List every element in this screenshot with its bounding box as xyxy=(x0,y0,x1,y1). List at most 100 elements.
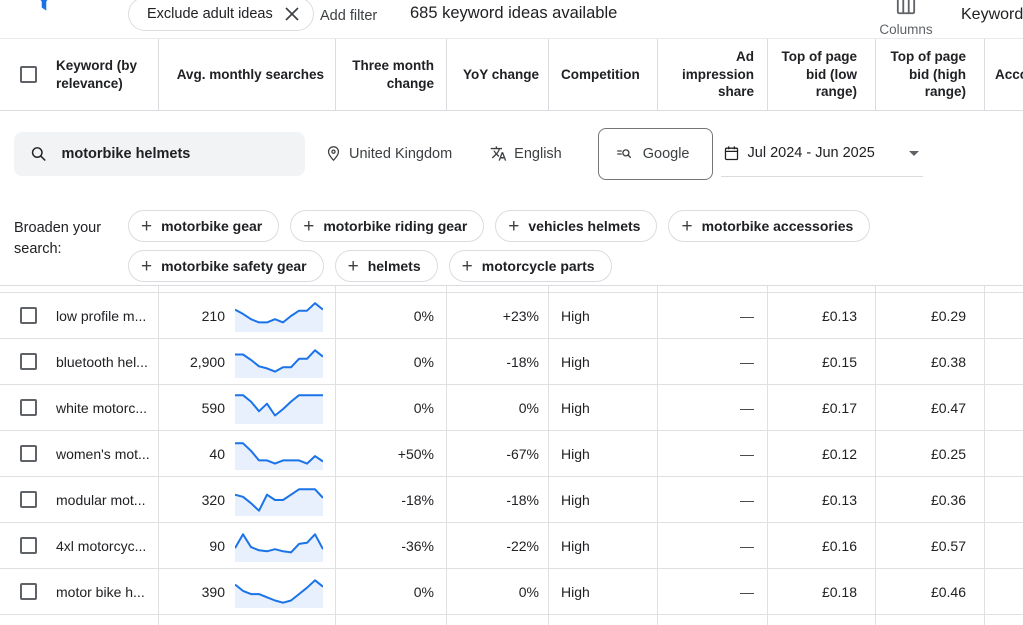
row-checkbox[interactable] xyxy=(20,445,37,462)
three-month-change-value: 0% xyxy=(413,399,434,416)
row-checkbox[interactable] xyxy=(20,583,37,600)
select-all-checkbox[interactable] xyxy=(20,66,37,83)
search-trend-sparkline xyxy=(235,392,323,424)
broaden-keyword-chip[interactable]: + helmets xyxy=(334,250,438,282)
columns-label: Columns xyxy=(879,22,933,37)
row-checkbox[interactable] xyxy=(20,353,37,370)
column-header-label: Top of page bid (high range) xyxy=(890,49,967,100)
keyword-view-label[interactable]: Keyword xyxy=(961,6,1023,23)
broaden-keyword-chip[interactable]: + motorbike gear xyxy=(128,210,280,242)
keyword-cell: low profile m... xyxy=(0,293,159,338)
top-bid-low-cell: £0.17 xyxy=(768,385,876,430)
ad-impression-share-cell: — xyxy=(658,477,768,522)
avg-monthly-searches-value: 390 xyxy=(201,583,225,600)
top-bid-high-cell: £0.29 xyxy=(876,293,985,338)
broaden-keyword-chip[interactable]: + motorbike accessories xyxy=(668,210,871,242)
table-row: low profile m... 210 0% +23% High — £0.13 £0.29 xyxy=(0,293,1023,339)
translate-icon xyxy=(490,146,507,161)
network-value: Google xyxy=(642,145,690,162)
filter-funnel-icon[interactable] xyxy=(28,0,60,23)
chip-label: helmets xyxy=(367,258,421,274)
ad-impression-share-value: — xyxy=(740,353,754,370)
keyword-cell: motor bike h... xyxy=(0,569,159,614)
column-header[interactable]: Top of page bid (high range) xyxy=(876,39,985,110)
columns-button[interactable]: Columns xyxy=(876,0,936,37)
yoy-change-value: 0% xyxy=(518,583,539,600)
broaden-keyword-chip[interactable]: + motorbike safety gear xyxy=(128,250,324,282)
row-checkbox[interactable] xyxy=(20,537,37,554)
broaden-keyword-chip[interactable]: + vehicles helmets xyxy=(495,210,658,242)
search-input[interactable] xyxy=(59,144,293,163)
keyword-search-box[interactable] xyxy=(14,131,305,176)
keyword-text: women's mot... xyxy=(56,445,150,462)
top-bid-high-value: £0.36 xyxy=(930,491,966,508)
row-checkbox[interactable] xyxy=(20,399,37,416)
three-month-change-value: 0% xyxy=(413,353,434,370)
top-bid-low-value: £0.15 xyxy=(821,353,857,370)
broaden-keyword-chip[interactable]: + motorcycle parts xyxy=(448,250,612,282)
plus-icon: + xyxy=(303,215,315,237)
account-status-cell xyxy=(985,523,1023,568)
chip-label: motorbike accessories xyxy=(701,218,854,234)
top-bid-low-value: £0.12 xyxy=(821,445,857,462)
keyword-text: 4xl motorcyc... xyxy=(56,537,147,554)
partial-cell xyxy=(549,615,658,625)
competition-value: High xyxy=(561,399,590,416)
column-header[interactable]: Three month change xyxy=(336,39,447,110)
language-value: English xyxy=(514,145,562,162)
three-month-change-cell: 0% xyxy=(336,385,447,430)
row-checkbox[interactable] xyxy=(20,307,37,324)
ad-impression-share-cell: — xyxy=(658,569,768,614)
ad-impression-share-value: — xyxy=(740,537,754,554)
exclude-adult-ideas-chip[interactable]: Exclude adult ideas xyxy=(128,0,314,31)
close-icon[interactable] xyxy=(285,7,299,21)
table-row: bluetooth hel... 2,900 0% -18% High — £0.15 £0.… xyxy=(0,339,1023,385)
location-value: United Kingdom xyxy=(349,145,453,162)
column-header[interactable]: Ad impression share xyxy=(658,39,768,110)
ad-impression-share-cell: — xyxy=(658,293,768,338)
ad-impression-share-cell: — xyxy=(658,385,768,430)
broaden-keyword-chip[interactable]: + motorbike riding gear xyxy=(290,210,485,242)
chip-label: motorcycle parts xyxy=(481,258,595,274)
account-status-cell xyxy=(985,339,1023,384)
partial-cell xyxy=(658,286,768,292)
column-header[interactable]: YoY change xyxy=(447,39,549,110)
partial-cell xyxy=(876,615,985,625)
keyword-table-body: low profile m... 210 0% +23% High — £0.13 £0.29… xyxy=(0,286,1023,625)
three-month-change-value: -18% xyxy=(401,491,434,508)
search-trend-sparkline xyxy=(235,346,324,378)
account-status-cell xyxy=(985,569,1023,614)
top-bid-low-cell: £0.15 xyxy=(768,339,876,384)
plus-icon: + xyxy=(141,215,153,237)
yoy-change-cell: +23% xyxy=(447,293,549,338)
top-bid-low-cell: £0.13 xyxy=(768,477,876,522)
add-filter-button[interactable]: Add filter xyxy=(320,8,378,24)
column-header-label: Acco xyxy=(995,66,1023,82)
search-trend-sparkline xyxy=(234,576,324,608)
date-range-selector[interactable]: Jul 2024 - Jun 2025 xyxy=(720,130,923,177)
column-header[interactable]: Competition xyxy=(549,39,658,110)
column-header[interactable]: Top of page bid (low range) xyxy=(768,39,876,110)
column-header[interactable]: Avg. monthly searches xyxy=(159,39,336,110)
avg-monthly-searches-cell: 2,900 xyxy=(159,339,336,384)
location-selector[interactable]: United Kingdom xyxy=(325,145,452,162)
row-checkbox[interactable] xyxy=(20,491,37,508)
table-row: white motorc... 590 0% 0% High — £0.17 £0.47 xyxy=(0,385,1023,431)
account-status-cell xyxy=(985,477,1023,522)
column-header[interactable]: Acco xyxy=(985,39,1023,110)
top-bid-high-value: £0.46 xyxy=(930,583,966,600)
network-selector[interactable]: Google xyxy=(597,127,713,180)
table-row: modular mot... 320 -18% -18% High — £0.13 £0.36 xyxy=(0,477,1023,523)
ad-impression-share-value: — xyxy=(740,399,754,416)
column-header[interactable]: Keyword (by relevance) xyxy=(0,39,159,110)
yoy-change-value: -18% xyxy=(506,353,539,370)
competition-value: High xyxy=(561,445,590,462)
avg-monthly-searches-cell: 390 xyxy=(159,569,336,614)
column-header-label: YoY change xyxy=(462,66,539,82)
yoy-change-cell: -18% xyxy=(447,477,549,522)
keyword-cell: bluetooth hel... xyxy=(0,339,159,384)
avg-monthly-searches-cell: 590 xyxy=(159,385,336,430)
three-month-change-value: 0% xyxy=(413,307,434,324)
language-selector[interactable]: English xyxy=(490,145,562,162)
